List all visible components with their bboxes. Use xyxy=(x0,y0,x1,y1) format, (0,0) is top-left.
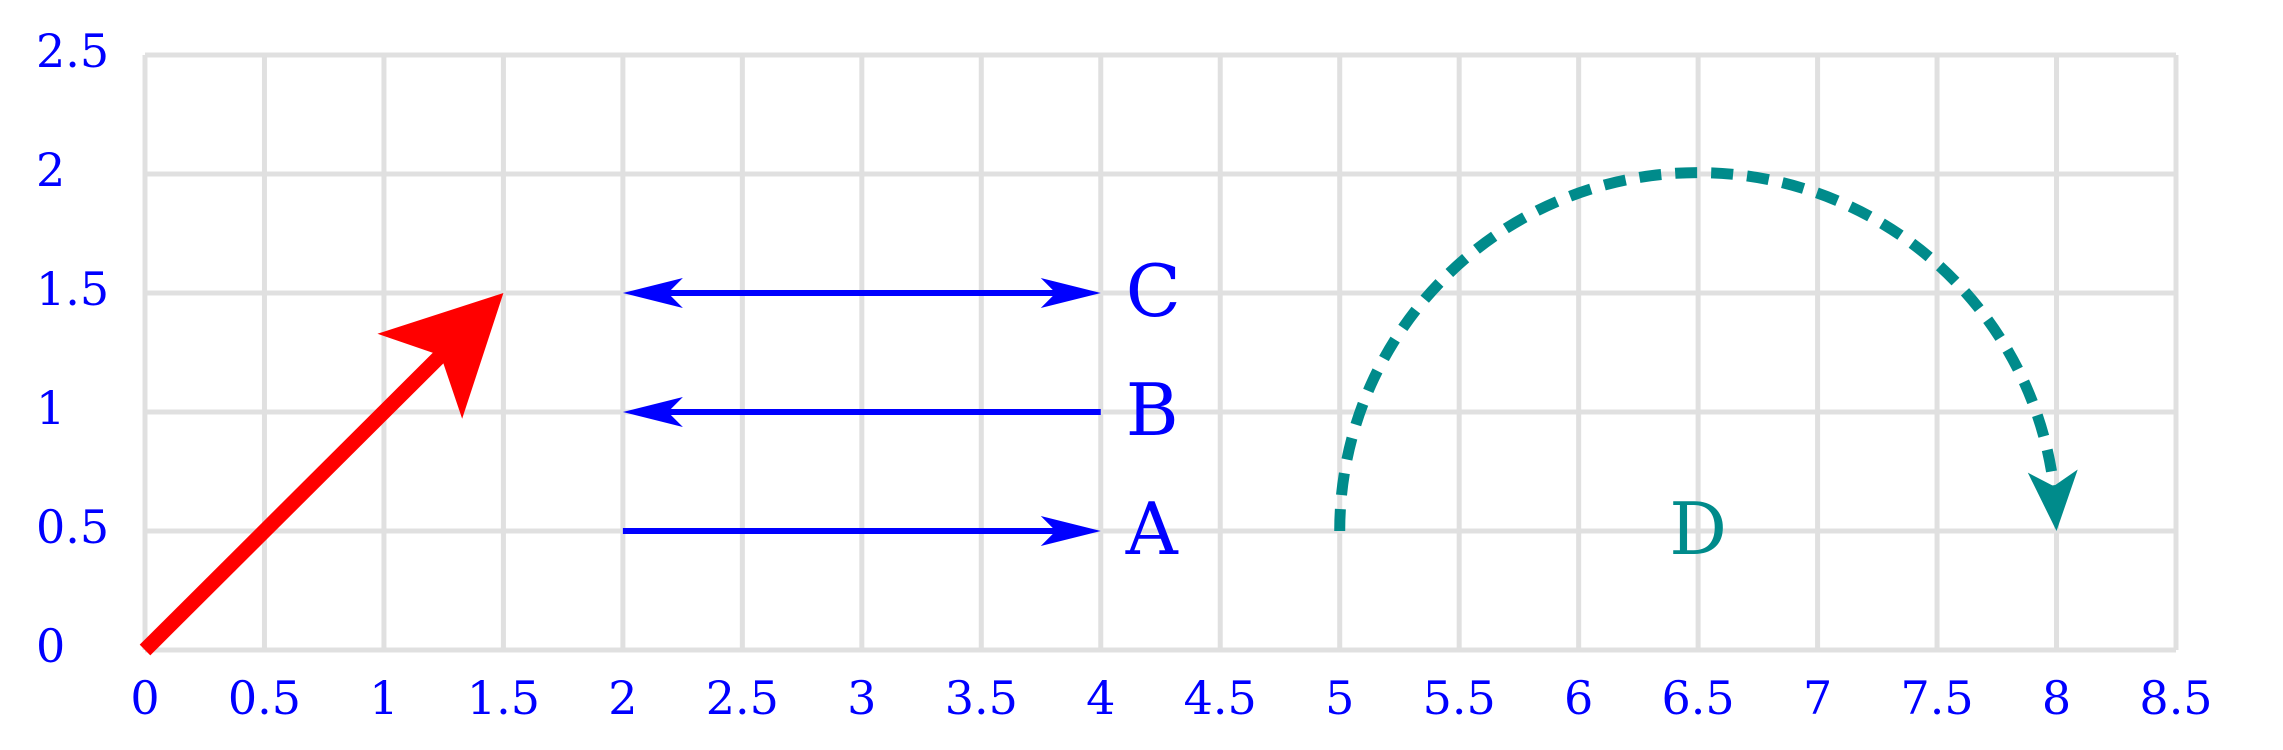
y-tick-label: 2 xyxy=(36,143,65,197)
y-tick-label: 2.5 xyxy=(36,24,109,78)
x-tick-label: 8.5 xyxy=(2139,671,2212,725)
arrow-label: A xyxy=(1125,487,1179,571)
x-tick-label: 3.5 xyxy=(945,671,1018,725)
x-tick-label: 8 xyxy=(2042,671,2071,725)
x-tick-label: 0.5 xyxy=(228,671,301,725)
arc xyxy=(1334,167,2060,532)
x-tick-label: 7 xyxy=(1803,671,1832,725)
arrow-head xyxy=(622,397,683,427)
arrow-head xyxy=(377,293,504,419)
x-tick-label: 2 xyxy=(608,671,637,725)
arrow-head xyxy=(2027,469,2078,531)
y-tick-label: 0.5 xyxy=(36,500,109,554)
x-tick-label: 1.5 xyxy=(467,671,540,725)
arrow-label: C xyxy=(1126,249,1181,333)
x-tick-label: 4.5 xyxy=(1184,671,1257,725)
x-tick-label: 6 xyxy=(1564,671,1593,725)
x-tick-label: 6.5 xyxy=(1662,671,1735,725)
x-tick-label: 5 xyxy=(1325,671,1354,725)
arrow-head xyxy=(1040,278,1101,308)
x-tick-label: 4 xyxy=(1086,671,1115,725)
x-tick-label: 3 xyxy=(847,671,876,725)
arrow-head xyxy=(1040,516,1101,546)
arrow xyxy=(139,345,451,656)
arrow-head xyxy=(622,278,683,308)
x-tick-label: 2.5 xyxy=(706,671,779,725)
x-tick-label: 1 xyxy=(369,671,398,725)
x-tick-label: 0 xyxy=(130,671,159,725)
y-tick-label: 0 xyxy=(36,619,65,673)
arrow-label: B xyxy=(1126,368,1179,452)
y-tick-label: 1 xyxy=(36,381,65,435)
y-tick-label: 1.5 xyxy=(36,262,109,316)
x-tick-label: 5.5 xyxy=(1423,671,1496,725)
arc-label: D xyxy=(1669,487,1727,571)
x-tick-label: 7.5 xyxy=(1900,671,1973,725)
